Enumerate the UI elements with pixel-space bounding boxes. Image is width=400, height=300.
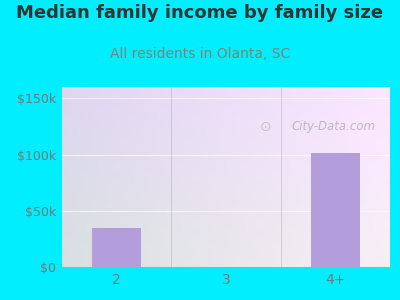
Text: ⊙: ⊙ <box>260 120 271 134</box>
Bar <box>311 153 360 267</box>
Text: City-Data.com: City-Data.com <box>292 120 376 133</box>
Text: Median family income by family size: Median family income by family size <box>16 4 384 22</box>
Bar <box>92 228 141 267</box>
Text: All residents in Olanta, SC: All residents in Olanta, SC <box>110 46 290 61</box>
